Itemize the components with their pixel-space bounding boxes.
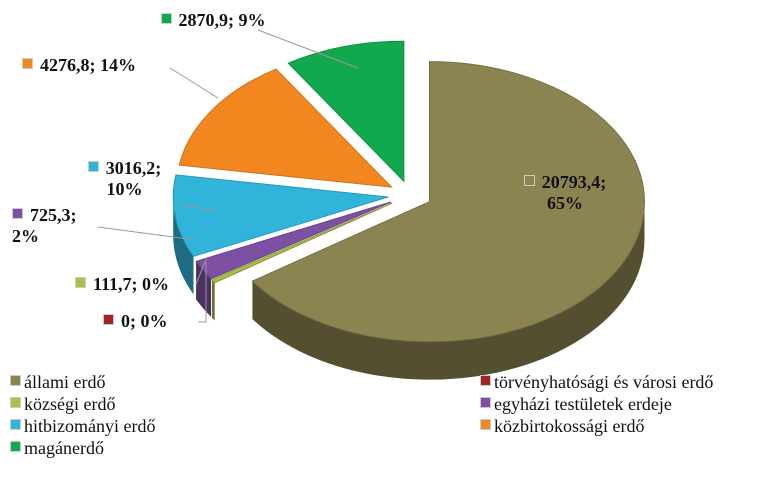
label-text: 111,7; 0% <box>93 274 170 294</box>
slice-side <box>212 279 215 321</box>
legend-key <box>10 441 21 452</box>
label-key <box>87 161 99 172</box>
data-label: 20793,4; 65% <box>510 172 620 214</box>
legend-key <box>10 419 21 430</box>
legend-label: magánerdő <box>24 438 104 458</box>
slice-side <box>173 196 194 295</box>
legend-item: egyházi testületek erdeje <box>480 394 672 415</box>
leader-line <box>97 226 197 241</box>
label-key <box>103 314 114 325</box>
legend-item: törvényhatósági és városi erdő <box>480 372 713 393</box>
legend-key <box>10 397 21 408</box>
legend-item: hitbizományi erdő <box>10 416 155 437</box>
legend-label: egyházi testületek erdeje <box>494 394 672 414</box>
slice <box>211 202 392 284</box>
slice-side <box>252 201 645 380</box>
label-key <box>523 175 535 186</box>
legend-label: állami erdő <box>24 372 106 392</box>
label-key <box>75 277 86 288</box>
slice <box>172 174 389 257</box>
legend-key <box>480 419 491 430</box>
leader-line <box>195 256 208 285</box>
label-key <box>12 208 23 219</box>
data-label: 111,7; 0% <box>75 274 169 295</box>
data-label: 2870,9; 9% <box>158 10 268 31</box>
slice <box>287 40 405 183</box>
label-text: 20793,4; 65% <box>541 172 607 213</box>
legend-label: törvényhatósági és városi erdő <box>494 372 714 392</box>
data-label: 4276,8; 14% <box>22 55 136 76</box>
label-text: 4276,8; 14% <box>40 55 136 75</box>
legend-key <box>10 375 21 386</box>
legend-label: hitbizományi erdő <box>24 416 156 436</box>
slice <box>251 61 645 343</box>
label-text: 0; 0% <box>121 311 168 331</box>
legend-item: közbirtokossági erdő <box>480 416 644 437</box>
data-label: 725,3; 2% <box>12 205 92 247</box>
leader-line <box>198 262 207 323</box>
data-label: 3016,2; 10% <box>72 158 177 200</box>
data-label: 0; 0% <box>103 311 168 332</box>
label-key <box>22 58 33 69</box>
leader-line <box>257 29 359 69</box>
legend-label: közbirtokossági erdő <box>494 416 645 436</box>
slice <box>195 201 391 280</box>
legend-label: községi erdő <box>24 394 116 414</box>
legend-key <box>480 397 491 408</box>
label-text: 3016,2; 10% <box>105 158 162 199</box>
leader-line <box>179 204 216 211</box>
legend-item: magánerdő <box>10 438 104 459</box>
label-key <box>160 13 172 24</box>
leader-line <box>169 67 219 99</box>
legend-item: állami erdő <box>10 372 105 393</box>
label-text: 2870,9; 9% <box>178 10 266 30</box>
label-text: 725,3; 2% <box>12 205 77 246</box>
legend-key <box>480 375 491 386</box>
legend-item: községi erdő <box>10 394 115 415</box>
slice <box>178 68 393 188</box>
